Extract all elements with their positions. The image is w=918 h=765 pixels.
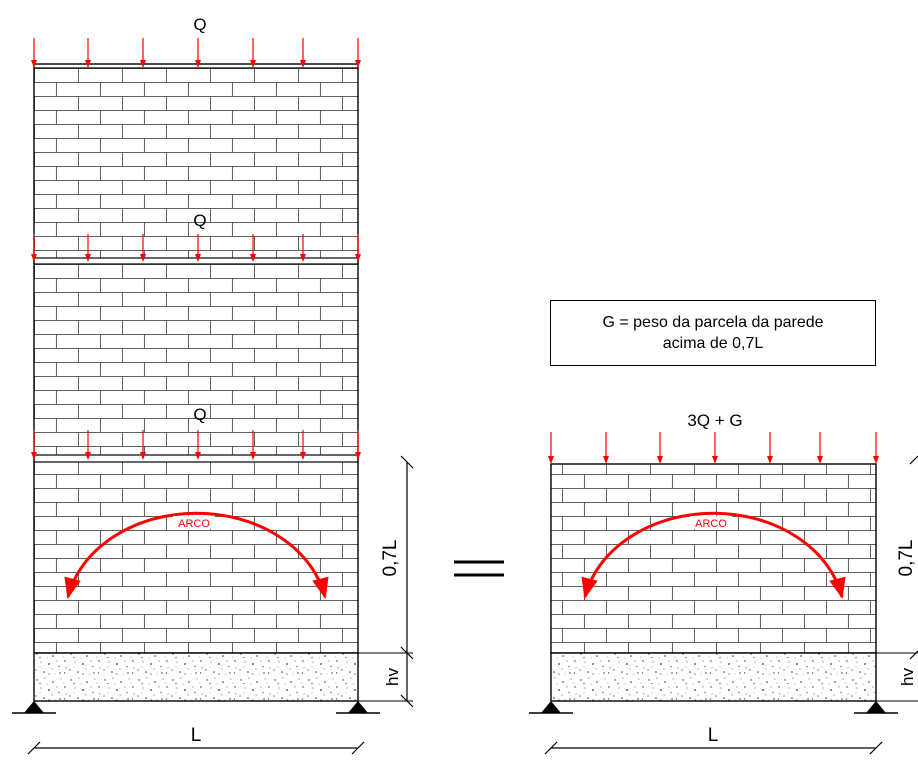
left-lintel (33, 652, 359, 702)
load-arrowhead (817, 456, 823, 464)
load-arrowhead (873, 456, 879, 464)
equivalent-load-label: 3Q + G (687, 411, 742, 430)
load-label-q-1: Q (193, 15, 206, 34)
span-label-right: L (708, 725, 719, 746)
right-arch (581, 511, 846, 600)
load-arrowhead (195, 60, 201, 68)
right-arch-label: ARCO (695, 518, 727, 530)
left-support (12, 701, 56, 714)
load-arrowhead (712, 456, 718, 464)
load-arrowhead (355, 60, 361, 68)
load-arrowhead (140, 254, 146, 262)
load-arrowhead (85, 60, 91, 68)
right-span-dimension (544, 741, 883, 755)
load-arrowhead (548, 456, 554, 464)
right-support (854, 701, 898, 714)
load-arrowhead (300, 254, 306, 262)
left-arch-label: ARCO (178, 518, 210, 530)
load-arrowhead (140, 60, 146, 68)
left-height-dimension (358, 455, 414, 708)
hv-label-right: hv (898, 668, 917, 686)
height-label-left: 0,7L (380, 540, 401, 577)
arch-label-bg (173, 516, 215, 529)
load-arrowhead (355, 254, 361, 262)
load-arrowhead (603, 456, 609, 464)
left-arch (64, 511, 329, 600)
left-span-dimension (27, 741, 365, 755)
load-arrowhead (31, 60, 37, 68)
left-wall: Q Q Q ARCO 0,7L hv (12, 15, 414, 755)
note-line-1: G = peso da parcela da parede (602, 314, 824, 331)
load-label-q-3: Q (193, 405, 206, 424)
load-arrowhead (250, 254, 256, 262)
right-wall: 3Q + G ARCO 0,7L hv (529, 411, 918, 755)
span-label-left: L (191, 725, 202, 746)
load-arrowhead (85, 452, 91, 460)
load-arrowhead (140, 452, 146, 460)
height-label-right: 0,7L (896, 540, 917, 577)
left-load-arrows (31, 38, 361, 460)
load-arrowhead (31, 254, 37, 262)
load-arrowhead (250, 452, 256, 460)
equivalence-sign (454, 560, 504, 577)
load-arrowhead (195, 254, 201, 262)
right-support (336, 701, 380, 714)
note-line-2: acima de 0,7L (662, 335, 764, 352)
hv-label-left: hv (383, 668, 402, 686)
floor-slab (33, 454, 359, 463)
right-load-arrows (548, 432, 879, 464)
right-wall-masonry (551, 464, 876, 653)
load-label-q-2: Q (193, 211, 206, 230)
right-lintel (550, 652, 877, 702)
load-arrowhead (355, 452, 361, 460)
load-arrowhead (195, 452, 201, 460)
left-support (529, 701, 573, 714)
floor-slab (33, 257, 359, 265)
load-arrowhead (657, 456, 663, 464)
right-height-dimension (876, 455, 918, 702)
load-arrowhead (767, 456, 773, 464)
load-arrowhead (250, 60, 256, 68)
note-box: G = peso da parcela da parede acima de 0… (550, 300, 876, 366)
load-arrowhead (300, 60, 306, 68)
arch-label-bg (690, 516, 732, 529)
load-arrowhead (31, 452, 37, 460)
load-arrowhead (85, 254, 91, 262)
load-arrowhead (300, 452, 306, 460)
